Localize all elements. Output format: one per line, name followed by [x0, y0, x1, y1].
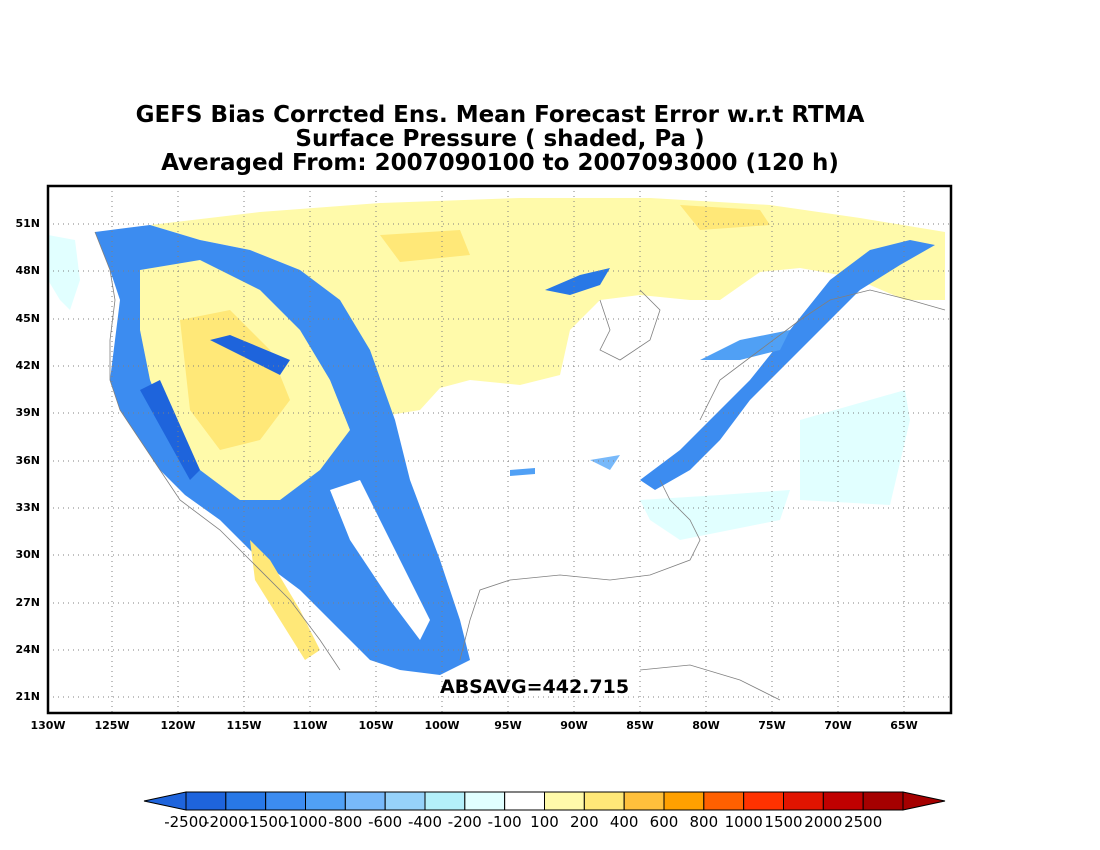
lon-label-100w: 100W [424, 719, 460, 732]
title-line-3: Averaged From: 2007090100 to 2007093000 … [161, 150, 839, 176]
colorbar-tick-label: 800 [689, 813, 719, 831]
colorbar-tick-label: 100 [530, 813, 559, 831]
texas-blue [510, 468, 535, 476]
colorbar-tick-label: 1000 [724, 813, 763, 831]
lon-label-105w: 105W [358, 719, 394, 732]
colorbar-tick-label: -2500 [164, 813, 208, 831]
colorbar-cell [185, 791, 227, 811]
lat-label-45n: 45N [15, 312, 40, 325]
carolina-blue [590, 455, 620, 470]
lat-label-24n: 24N [15, 643, 40, 656]
colorbar-cell [464, 791, 506, 811]
colorbar-cell [583, 791, 625, 811]
colorbar-cell [504, 791, 545, 811]
colorbar-tick-label: 1500 [764, 813, 803, 831]
colorbar-cell [862, 791, 904, 811]
colorbar-tick-label: -800 [328, 813, 363, 831]
absavg-label: ABSAVG=442.715 [440, 676, 630, 698]
lat-label-27n: 27N [15, 596, 40, 609]
colorbar-tick-label: -600 [368, 813, 403, 831]
lon-label-75w: 75W [758, 719, 786, 732]
colorbar-tick-label: -1500 [243, 813, 288, 831]
colorbar-left-arrow [143, 791, 187, 811]
lon-label-95w: 95W [494, 719, 522, 732]
lon-label-80w: 80W [692, 719, 720, 732]
lat-label-39n: 39N [15, 406, 40, 419]
colorbar-tick-label: 400 [609, 813, 639, 831]
colorbar-tick-label: -400 [407, 813, 443, 831]
colorbar-tick-label: 200 [570, 813, 599, 831]
lon-label-120w: 120W [160, 719, 196, 732]
lon-label-85w: 85W [626, 719, 654, 732]
lat-label-36n: 36N [15, 454, 40, 467]
colorbar-tick-label: -1000 [283, 813, 328, 831]
colorbar-tick-label: 2500 [844, 813, 883, 831]
lon-label-70w: 70W [824, 719, 852, 732]
grid-lines [48, 186, 951, 713]
colorbar-cell [544, 791, 585, 811]
atlantic-cyan [800, 390, 910, 505]
colorbar-cell [225, 791, 267, 811]
sierra-madre-band [330, 480, 430, 640]
west-negative-streak [140, 380, 200, 480]
lon-label-90w: 90W [560, 719, 588, 732]
pacific-cyan [48, 235, 80, 310]
colorbar-cell [703, 791, 745, 811]
coastlines [94, 231, 946, 701]
appalachian-band [640, 240, 935, 490]
lat-label-48n: 48N [15, 264, 40, 277]
colorbar-tick-label: 2000 [804, 813, 843, 831]
gulf-cyan [640, 490, 790, 540]
positive-bias-patch [680, 205, 770, 230]
colorbar-cell [783, 791, 824, 811]
title-line-2: Surface Pressure ( shaded, Pa ) [295, 126, 705, 152]
lon-label-125w: 125W [94, 719, 130, 732]
positive-bias-patch-2 [380, 230, 470, 262]
lat-label-42n: 42N [15, 359, 40, 372]
west-positive-core [180, 310, 290, 450]
baja-band [250, 540, 320, 660]
lon-label-65w: 65W [890, 719, 918, 732]
colorbar-cell [743, 791, 785, 811]
colorbar-cell [384, 791, 426, 811]
title-line-1: GEFS Bias Corrcted Ens. Mean Forecast Er… [135, 102, 865, 128]
colorbar-tick-label: -100 [487, 813, 522, 831]
colorbar-tick-label: 600 [649, 813, 679, 831]
lat-label-51n: 51N [15, 217, 40, 230]
lon-label-110w: 110W [292, 719, 328, 732]
great-lakes-streak [545, 268, 610, 295]
colorbar-tick-label: -200 [447, 813, 482, 831]
colorbar-cell [305, 791, 346, 811]
lat-label-33n: 33N [15, 501, 40, 514]
lon-label-130w: 130W [30, 719, 66, 732]
colorbar-tick-label: -2000 [204, 813, 248, 831]
ohio-streak [700, 330, 790, 360]
lat-label-30n: 30N [15, 548, 40, 561]
colorbar-cells [185, 791, 904, 811]
lat-label-21n: 21N [15, 690, 40, 703]
colorbar-cell [265, 791, 306, 811]
west-negative-streak-2 [210, 335, 290, 375]
colorbar-cell [623, 791, 665, 811]
colorbar-cell [822, 791, 864, 811]
map-frame [46, 184, 953, 715]
colorbar-cell [663, 791, 705, 811]
shaded-field [48, 198, 945, 675]
colorbar-cell [344, 791, 386, 811]
lon-label-115w: 115W [226, 719, 262, 732]
colorbar-cell [424, 791, 466, 811]
colorbar-right-arrow [902, 791, 946, 811]
positive-bias-north [150, 198, 945, 415]
